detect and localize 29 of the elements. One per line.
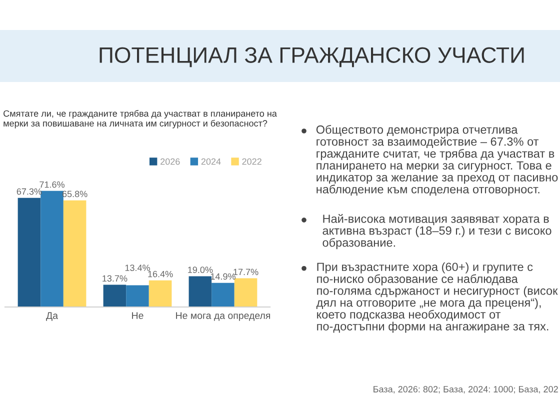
legend-label: 2024 [201, 158, 221, 165]
bar [148, 280, 172, 307]
data-label: 16.4% [148, 270, 173, 278]
chart-subtitle: Смятате ли, че гражданите трябва да участват в планирането на мерки за повишаване на личната им сигурност и безопасност? [4, 110, 277, 128]
bar [18, 198, 41, 307]
bar [234, 278, 258, 307]
data-label: 67.3% [16, 188, 42, 195]
bar [212, 282, 234, 307]
data-label: 19.0% [188, 266, 213, 274]
text: При възрастните хора (60+) и групите с по-ниско образование се наблюдава по-голяма сдържаност и несигурност (висок дял на отговорите „не мога да преценя“), което подсказва необходимост от по-достъпни форми на ангажиране за тях. [316, 262, 558, 333]
legend-label: 2022 [242, 158, 262, 165]
data-label: 71.6% [40, 181, 64, 188]
bar [126, 285, 149, 307]
data-label: 13.7% [102, 275, 128, 282]
bar [103, 284, 126, 307]
x-tick-label: Не мога да определя [176, 312, 270, 321]
chart-title: ПОТЕНЦИАЛ ЗА ГРАЖДАНСКО УЧАСТИ [100, 47, 524, 68]
bar [188, 276, 212, 307]
data-label: 13.4% [125, 264, 150, 271]
bar [40, 190, 64, 307]
data-label: 17.7% [234, 268, 258, 276]
legend-label: 2026 [160, 158, 180, 165]
bar [63, 200, 86, 307]
text: Обществото демонстрира отчетлива готовност за взаимодействие – 67.3% от гражданите считат, че трябва да участват в планирането на мерки за сигурност. Това е индикатор за желание за преход от пасивно наблюдение към споделена отговорност. [316, 125, 558, 196]
text: Най-висока мотивация заявяват хората в активна възраст (18–59 г.) и тези с високо образование. [322, 214, 552, 250]
x-tick-label: Не [132, 312, 144, 319]
text: База, 2026: 802; База, 2024: 1000; База, 202 [374, 386, 558, 394]
data-label: 14.9% [210, 273, 236, 280]
x-tick-label: Да [46, 312, 58, 321]
